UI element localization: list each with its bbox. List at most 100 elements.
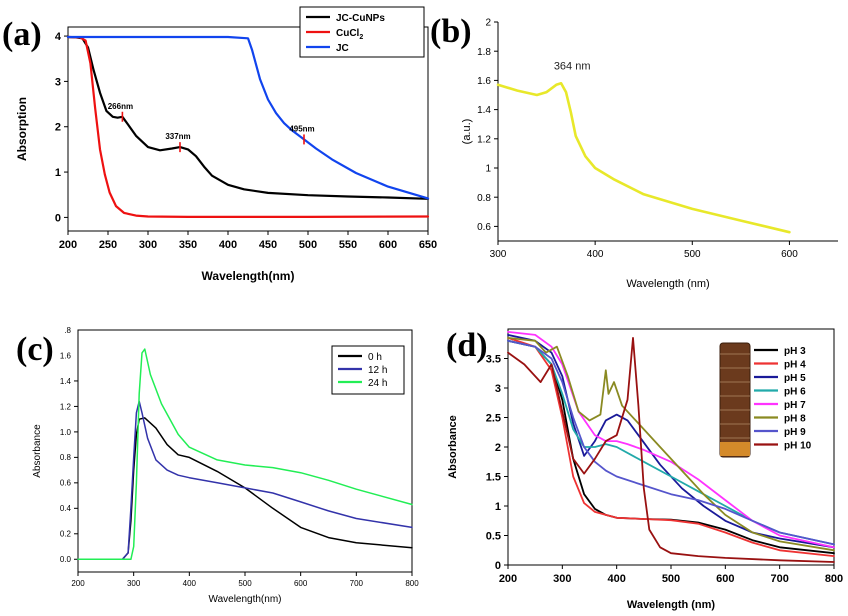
x-tick-label: 400: [183, 579, 197, 588]
y-tick-label: 1.0: [60, 428, 72, 437]
panel-a: 200 250 300 350 400 450 500 550 600 650 0 1 2 3 4 Wavel…: [2, 6, 437, 283]
y-tick-label: .8: [64, 326, 71, 335]
series-line-24-h: [77, 348, 413, 561]
panel-letter: (d): [446, 327, 488, 364]
series-line-12-h: [77, 400, 413, 561]
panel-b: 300 400 500 600 0.6 0.8 1 1.2 1.4 1.6 1.8 2 Waveleng…: [430, 13, 838, 290]
legend-label: pH 7: [784, 400, 806, 411]
panel-c: 200 300 400 500 600 700 800 0.0 0.2 0.4 0.6 0.8 1.0 1…: [16, 326, 419, 605]
x-tick-label: 450: [259, 239, 277, 251]
peak-annotation: 266nm: [108, 102, 133, 111]
series-line-jc: [66, 35, 430, 200]
vial-bottom: [720, 442, 750, 456]
y-tick-label: 3: [495, 383, 501, 395]
y-tick-label: 1: [55, 167, 61, 179]
series-line-ph-10: [507, 336, 835, 563]
y-tick-label: 1.4: [60, 377, 72, 386]
series-line-spectrum: [496, 82, 791, 234]
x-tick-label: 500: [238, 579, 252, 588]
x-tick-label: 500: [662, 573, 680, 585]
series-line-jc-cunps: [66, 35, 430, 200]
peak-annotation: 495nm: [289, 124, 314, 133]
y-tick-label: 3: [55, 76, 61, 88]
y-tick-label: 0.8: [60, 453, 72, 462]
y-tick-label: 1.5: [486, 471, 501, 483]
x-tick-label: 800: [825, 573, 843, 585]
y-tick-label: 1: [495, 501, 501, 513]
legend-label: pH 5: [784, 373, 806, 384]
x-tick-label: 400: [607, 573, 625, 585]
y-tick-label: 2: [55, 122, 61, 134]
y-axis-label: Absorption: [15, 97, 29, 161]
x-tick-label: 200: [71, 579, 85, 588]
x-tick-label: 800: [405, 579, 419, 588]
legend-label: JC: [336, 43, 349, 54]
y-tick-label: 3.5: [486, 353, 501, 365]
x-axis-label: Wavelength(nm): [209, 594, 282, 605]
series-line-cucl2: [66, 35, 430, 218]
x-tick-label: 250: [99, 239, 117, 251]
y-axis-label: Absorbance: [447, 415, 459, 479]
y-tick-label: 2: [495, 442, 501, 454]
y-tick-label: 0.8: [477, 193, 491, 204]
y-tick-label: 0.0: [60, 555, 72, 564]
y-axis-label: (a.u.): [461, 119, 473, 145]
y-tick-label: 1.8: [477, 47, 491, 58]
x-tick-label: 300: [490, 249, 507, 260]
x-tick-label: 500: [684, 249, 701, 260]
legend-label: pH 8: [784, 414, 806, 425]
y-tick-label: 0.6: [477, 222, 491, 233]
panel-letter: (b): [430, 13, 472, 50]
legend-label: pH 4: [784, 360, 806, 371]
x-tick-label: 600: [379, 239, 397, 251]
series-line-ph-9: [507, 339, 835, 546]
y-tick-label: 0.2: [60, 530, 72, 539]
x-tick-label: 300: [139, 239, 157, 251]
y-tick-label: 1.2: [60, 402, 72, 411]
y-tick-label: 1.6: [477, 76, 491, 87]
y-tick-label: 0.4: [60, 504, 72, 513]
y-tick-label: 0.5: [486, 530, 501, 542]
peak-annotation: 337nm: [165, 132, 190, 141]
y-axis-label: Absorbance: [32, 424, 43, 478]
series-line-ph-8: [507, 336, 835, 552]
legend-label: 12 h: [368, 365, 387, 376]
x-tick-label: 650: [419, 239, 437, 251]
x-axis-label: Wavelength(nm): [202, 269, 295, 283]
y-tick-label: 0.6: [60, 479, 72, 488]
x-tick-label: 200: [499, 573, 517, 585]
x-tick-label: 700: [350, 579, 364, 588]
x-tick-label: 500: [299, 239, 317, 251]
series-line-ph-4: [507, 336, 835, 557]
legend-label: CuCl2: [336, 28, 363, 41]
legend-label: pH 10: [784, 441, 812, 452]
x-axis-label: Wavelength (nm): [627, 599, 716, 611]
panel-letter: (c): [16, 331, 54, 368]
legend-label: 0 h: [368, 352, 382, 363]
x-tick-label: 600: [294, 579, 308, 588]
peak-annotation: 364 nm: [554, 60, 591, 72]
legend-label: pH 9: [784, 427, 806, 438]
y-tick-label: 2.5: [486, 412, 501, 424]
y-tick-label: 1.4: [477, 105, 491, 116]
x-tick-label: 600: [781, 249, 798, 260]
plot-frame: [67, 26, 429, 232]
y-tick-label: 4: [55, 31, 62, 43]
y-tick-label: 1.6: [60, 351, 72, 360]
y-tick-label: 0: [55, 212, 61, 224]
y-tick-label: 1.2: [477, 134, 491, 145]
subscript: 2: [359, 34, 363, 41]
legend-label: pH 6: [784, 387, 806, 398]
x-tick-label: 550: [339, 239, 357, 251]
sample-vials-image: [719, 342, 751, 458]
panel-d: 200 300 400 500 600 700 800 0 0.5 1 1.5 2 2.5 3 3.5 Wav…: [446, 327, 843, 611]
x-axis-label: Wavelength (nm): [626, 278, 709, 290]
series-line-ph-7: [507, 330, 835, 549]
x-tick-label: 300: [553, 573, 571, 585]
x-tick-label: 600: [716, 573, 734, 585]
y-tick-label: 0: [495, 560, 501, 572]
y-tick-label: 1: [485, 164, 491, 175]
legend-label: JC-CuNPs: [336, 13, 385, 24]
series-line-ph-6: [507, 339, 835, 546]
